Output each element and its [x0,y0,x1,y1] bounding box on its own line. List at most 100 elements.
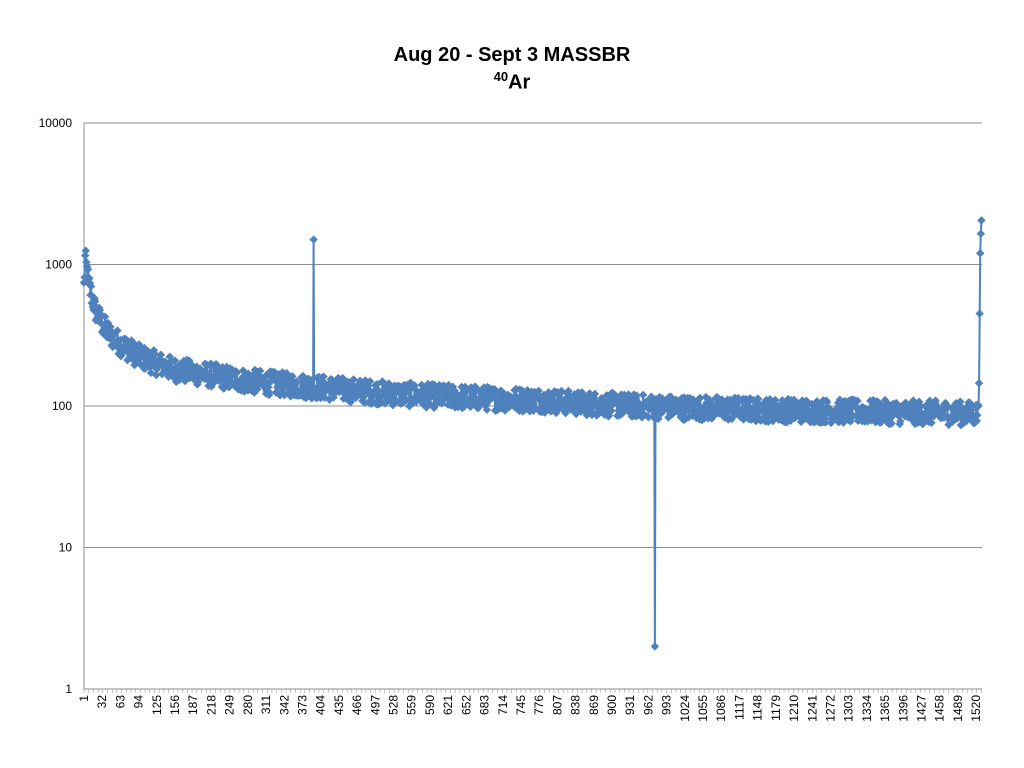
data-point [605,390,614,400]
data-point [402,395,411,404]
x-tick-label: 280 [241,695,255,715]
data-point [873,409,883,419]
data-point [644,412,653,422]
data-point [962,402,971,412]
data-point [855,415,864,425]
x-tick-label: 125 [150,695,164,715]
data-point [288,372,297,381]
y-tick-label: 1 [65,682,72,696]
data-point [821,418,830,427]
data-point [591,402,601,411]
data-point [682,400,691,409]
data-point [628,395,637,404]
x-tick-label: 931 [623,695,637,715]
data-point [944,420,954,429]
data-point [695,393,705,403]
data-point [879,409,889,418]
x-tick-label: 1458 [933,695,947,722]
data-point [880,395,890,405]
data-point [520,406,529,415]
data-point [938,406,947,416]
data-point [977,216,986,225]
x-tick-label: 1 [77,695,91,702]
data-point [943,403,952,412]
data-point [883,399,892,408]
x-tick-label: 528 [387,695,401,715]
data-point [585,389,594,398]
data-point [795,413,805,422]
data-point [223,372,232,382]
data-point [752,411,762,420]
data-point [700,412,709,422]
data-point [519,399,528,409]
data-point [916,401,926,411]
y-tick-label: 1000 [45,258,72,272]
data-point [170,356,180,365]
data-point [265,388,274,397]
data-point [788,402,798,411]
data-point [931,396,940,405]
data-point [729,406,738,415]
data-point [150,349,160,359]
data-point [886,414,895,423]
data-point [169,365,179,375]
data-point [867,403,877,412]
x-tick-label: 1117 [732,695,746,720]
data-point [929,405,938,415]
data-point [642,402,651,412]
data-point [349,375,358,384]
data-point [739,415,748,424]
x-tick-label: 435 [332,695,346,715]
data-point [758,407,768,417]
x-tick-label: 373 [295,695,309,715]
data-point [81,246,90,255]
data-point [754,394,763,404]
data-point [750,397,759,407]
data-point [959,419,968,428]
data-point [807,399,816,409]
data-point [360,398,369,407]
data-point [868,408,877,417]
data-point [637,413,647,422]
x-tick-label: 94 [132,695,146,709]
data-point [835,395,845,404]
data-point [314,382,323,392]
data-point [974,378,984,388]
data-point [887,419,896,428]
data-point [633,411,642,420]
data-point [576,407,586,416]
data-point [768,416,778,426]
x-tick-label: 404 [314,695,328,715]
data-point [927,418,936,428]
x-tick-label: 32 [95,695,109,709]
data-point [851,402,860,411]
data-point [822,398,832,407]
x-tick-label: 1520 [969,695,983,722]
y-tick-label: 10 [59,541,73,555]
data-point [721,405,730,415]
data-point [569,394,579,404]
data-markers [79,216,986,651]
data-point [113,326,122,335]
x-tick-label: 838 [569,695,583,715]
data-point [743,401,752,410]
data-point [848,412,857,422]
data-point [624,390,633,399]
data-point [650,642,660,651]
data-point [246,381,255,390]
data-point [121,334,130,344]
data-point [264,382,273,392]
data-point [972,416,981,426]
data-point [965,398,974,407]
x-tick-label: 466 [350,695,364,715]
data-point [680,407,690,417]
data-point [156,350,166,360]
data-point [884,408,893,417]
chart-title: Aug 20 - Sept 3 MASSBR [393,44,631,66]
data-point [83,265,93,274]
data-point [187,373,197,382]
data-point [926,409,936,418]
data-point [707,414,717,423]
data-point [684,412,694,422]
